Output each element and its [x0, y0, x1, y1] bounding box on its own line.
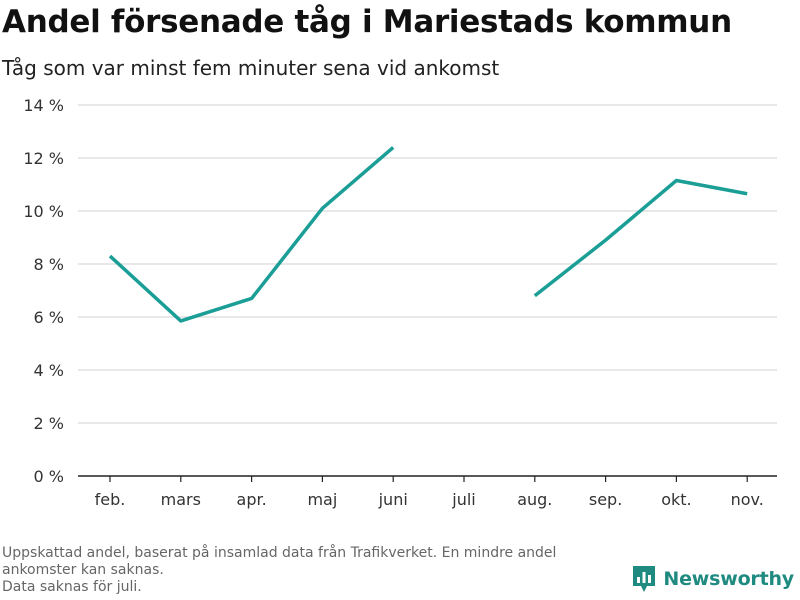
x-tick-label: aug. — [517, 490, 552, 509]
series-lines — [108, 146, 748, 323]
footnote-line: Uppskattad andel, baserat på insamlad da… — [2, 545, 557, 561]
y-tick-label: 6 % — [34, 308, 64, 327]
footnote-line: ankomster kan saknas. — [2, 562, 164, 578]
y-axis-ticks: 0 % 2 % 4 % 6 % 8 % 10 % 12 % 14 % — [23, 96, 64, 486]
series-line-segment — [108, 146, 395, 323]
y-tick-label: 10 % — [23, 202, 64, 221]
line-chart: 0 % 2 % 4 % 6 % 8 % 10 % 12 % 14 % feb. mars apr.… — [23, 96, 777, 509]
x-axis-ticks: feb. mars apr. maj juni juli aug. sep. okt. nov. — [95, 476, 764, 509]
y-tick-label: 8 % — [34, 255, 64, 274]
series-line-segment — [533, 178, 748, 298]
brand-name: Newsworthy — [663, 568, 794, 590]
brand-logo: Newsworthy — [631, 564, 794, 594]
x-tick-label: mars — [161, 490, 201, 509]
y-tick-label: 12 % — [23, 149, 64, 168]
chart-subtitle: Tåg som var minst fem minuter sena vid a… — [2, 56, 500, 80]
y-tick-label: 4 % — [34, 361, 64, 380]
gridlines — [78, 104, 777, 477]
y-tick-label: 2 % — [34, 414, 64, 433]
footnote: Uppskattad andel, baserat på insamlad da… — [2, 545, 642, 596]
x-tick-label: juni — [378, 490, 408, 509]
x-tick-label: juli — [451, 490, 475, 509]
chart-title: Andel försenade tåg i Mariestads kommun — [2, 4, 732, 40]
x-tick-label: sep. — [589, 490, 622, 509]
x-tick-label: okt. — [661, 490, 691, 509]
footnote-line: Data saknas för juli. — [2, 579, 142, 595]
x-tick-label: nov. — [731, 490, 764, 509]
bar-chart-badge-icon — [633, 566, 656, 592]
y-tick-label: 0 % — [34, 467, 64, 486]
x-tick-label: feb. — [95, 490, 126, 509]
x-tick-label: apr. — [237, 490, 267, 509]
x-tick-label: maj — [307, 490, 337, 509]
y-tick-label: 14 % — [23, 96, 64, 115]
